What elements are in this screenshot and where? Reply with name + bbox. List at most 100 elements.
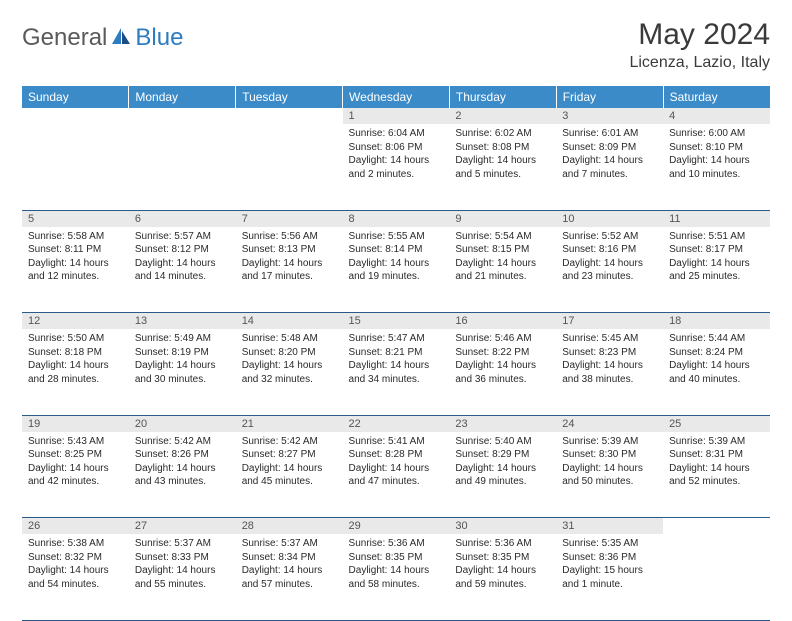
day-number: 24 [556,415,663,432]
day-cell: Sunrise: 6:04 AMSunset: 8:06 PMDaylight:… [343,124,450,210]
day-number: 7 [236,210,343,227]
day-details: Sunrise: 6:02 AMSunset: 8:08 PMDaylight:… [449,124,556,185]
logo: General Blue [22,18,183,52]
day-cell: Sunrise: 5:57 AMSunset: 8:12 PMDaylight:… [129,227,236,313]
day-number: 8 [343,210,450,227]
location: Licenza, Lazio, Italy [629,54,770,72]
day-number: 15 [343,313,450,330]
daynum-row: 567891011 [22,210,770,227]
day-number: 11 [663,210,770,227]
day-details: Sunrise: 6:04 AMSunset: 8:06 PMDaylight:… [343,124,450,185]
day-number: 31 [556,518,663,535]
day-details: Sunrise: 5:50 AMSunset: 8:18 PMDaylight:… [22,329,129,390]
day-cell: Sunrise: 5:40 AMSunset: 8:29 PMDaylight:… [449,432,556,518]
day-number: 19 [22,415,129,432]
weekday-header: Wednesday [343,86,450,108]
day-cell: Sunrise: 5:37 AMSunset: 8:33 PMDaylight:… [129,534,236,620]
day-number: 23 [449,415,556,432]
day-number [22,108,129,124]
day-details: Sunrise: 5:39 AMSunset: 8:31 PMDaylight:… [663,432,770,493]
day-details: Sunrise: 5:55 AMSunset: 8:14 PMDaylight:… [343,227,450,288]
day-cell: Sunrise: 5:50 AMSunset: 8:18 PMDaylight:… [22,329,129,415]
day-details: Sunrise: 5:40 AMSunset: 8:29 PMDaylight:… [449,432,556,493]
day-number: 4 [663,108,770,124]
day-number: 26 [22,518,129,535]
day-details: Sunrise: 6:00 AMSunset: 8:10 PMDaylight:… [663,124,770,185]
day-cell: Sunrise: 5:41 AMSunset: 8:28 PMDaylight:… [343,432,450,518]
day-details: Sunrise: 5:37 AMSunset: 8:33 PMDaylight:… [129,534,236,595]
weekday-header: Friday [556,86,663,108]
day-details: Sunrise: 5:44 AMSunset: 8:24 PMDaylight:… [663,329,770,390]
day-number [663,518,770,535]
sail-icon [110,26,132,51]
day-cell: Sunrise: 5:37 AMSunset: 8:34 PMDaylight:… [236,534,343,620]
day-cell: Sunrise: 6:01 AMSunset: 8:09 PMDaylight:… [556,124,663,210]
day-details: Sunrise: 5:36 AMSunset: 8:35 PMDaylight:… [449,534,556,595]
day-cell [663,534,770,620]
day-cell [22,124,129,210]
day-number: 25 [663,415,770,432]
day-details: Sunrise: 5:41 AMSunset: 8:28 PMDaylight:… [343,432,450,493]
day-number: 27 [129,518,236,535]
day-cell: Sunrise: 5:54 AMSunset: 8:15 PMDaylight:… [449,227,556,313]
weekday-header: Monday [129,86,236,108]
calendar-table: Sunday Monday Tuesday Wednesday Thursday… [22,86,770,621]
day-cell: Sunrise: 5:44 AMSunset: 8:24 PMDaylight:… [663,329,770,415]
day-details: Sunrise: 5:48 AMSunset: 8:20 PMDaylight:… [236,329,343,390]
day-cell: Sunrise: 5:36 AMSunset: 8:35 PMDaylight:… [449,534,556,620]
day-details: Sunrise: 5:42 AMSunset: 8:27 PMDaylight:… [236,432,343,493]
week-row: Sunrise: 6:04 AMSunset: 8:06 PMDaylight:… [22,124,770,210]
day-number: 6 [129,210,236,227]
day-cell: Sunrise: 6:00 AMSunset: 8:10 PMDaylight:… [663,124,770,210]
day-details: Sunrise: 5:43 AMSunset: 8:25 PMDaylight:… [22,432,129,493]
day-number: 20 [129,415,236,432]
daynum-row: 262728293031 [22,518,770,535]
header: General Blue May 2024 Licenza, Lazio, It… [22,18,770,72]
day-details: Sunrise: 5:45 AMSunset: 8:23 PMDaylight:… [556,329,663,390]
day-details: Sunrise: 5:47 AMSunset: 8:21 PMDaylight:… [343,329,450,390]
day-number: 21 [236,415,343,432]
day-cell: Sunrise: 5:47 AMSunset: 8:21 PMDaylight:… [343,329,450,415]
day-cell: Sunrise: 5:35 AMSunset: 8:36 PMDaylight:… [556,534,663,620]
day-details: Sunrise: 5:57 AMSunset: 8:12 PMDaylight:… [129,227,236,288]
day-number: 29 [343,518,450,535]
day-details: Sunrise: 5:38 AMSunset: 8:32 PMDaylight:… [22,534,129,595]
weekday-header: Sunday [22,86,129,108]
day-cell: Sunrise: 5:49 AMSunset: 8:19 PMDaylight:… [129,329,236,415]
weekday-header: Saturday [663,86,770,108]
day-number: 16 [449,313,556,330]
day-cell: Sunrise: 6:02 AMSunset: 8:08 PMDaylight:… [449,124,556,210]
day-cell: Sunrise: 5:39 AMSunset: 8:30 PMDaylight:… [556,432,663,518]
day-cell: Sunrise: 5:39 AMSunset: 8:31 PMDaylight:… [663,432,770,518]
day-cell: Sunrise: 5:36 AMSunset: 8:35 PMDaylight:… [343,534,450,620]
day-number [129,108,236,124]
daynum-row: 12131415161718 [22,313,770,330]
day-cell: Sunrise: 5:48 AMSunset: 8:20 PMDaylight:… [236,329,343,415]
day-cell [129,124,236,210]
day-cell: Sunrise: 5:46 AMSunset: 8:22 PMDaylight:… [449,329,556,415]
day-number: 18 [663,313,770,330]
day-number: 17 [556,313,663,330]
weekday-header: Thursday [449,86,556,108]
month-title: May 2024 [629,18,770,52]
day-details: Sunrise: 5:58 AMSunset: 8:11 PMDaylight:… [22,227,129,288]
day-details: Sunrise: 5:49 AMSunset: 8:19 PMDaylight:… [129,329,236,390]
day-cell: Sunrise: 5:38 AMSunset: 8:32 PMDaylight:… [22,534,129,620]
daynum-row: 19202122232425 [22,415,770,432]
day-number: 12 [22,313,129,330]
day-cell: Sunrise: 5:42 AMSunset: 8:26 PMDaylight:… [129,432,236,518]
week-row: Sunrise: 5:38 AMSunset: 8:32 PMDaylight:… [22,534,770,620]
title-block: May 2024 Licenza, Lazio, Italy [629,18,770,72]
day-details: Sunrise: 5:56 AMSunset: 8:13 PMDaylight:… [236,227,343,288]
day-cell: Sunrise: 5:56 AMSunset: 8:13 PMDaylight:… [236,227,343,313]
day-details: Sunrise: 5:37 AMSunset: 8:34 PMDaylight:… [236,534,343,595]
day-number: 9 [449,210,556,227]
day-number: 28 [236,518,343,535]
day-number: 3 [556,108,663,124]
day-cell: Sunrise: 5:55 AMSunset: 8:14 PMDaylight:… [343,227,450,313]
daynum-row: 1234 [22,108,770,124]
weekday-header: Tuesday [236,86,343,108]
day-number: 1 [343,108,450,124]
day-details: Sunrise: 5:42 AMSunset: 8:26 PMDaylight:… [129,432,236,493]
day-details: Sunrise: 5:51 AMSunset: 8:17 PMDaylight:… [663,227,770,288]
